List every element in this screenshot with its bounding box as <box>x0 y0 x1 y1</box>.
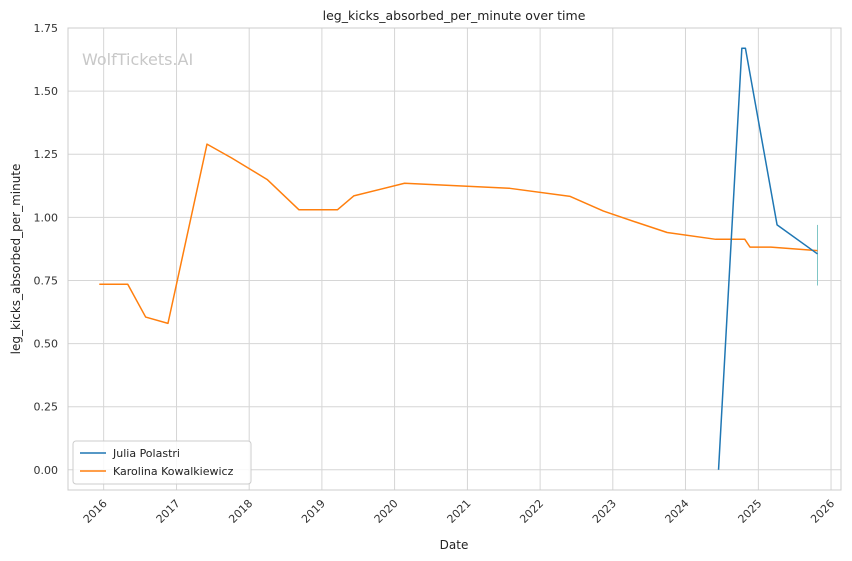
legend-box <box>72 440 252 485</box>
y-tick-label: 1.75 <box>34 22 59 35</box>
series-lines <box>99 47 819 470</box>
y-tick-label: 1.25 <box>34 148 59 161</box>
y-tick-label: 1.50 <box>34 85 59 98</box>
y-tick-label: 0.00 <box>34 464 59 477</box>
legend-label-karolina-kowalkiewicz: Karolina Kowalkiewicz <box>113 465 234 478</box>
series-line-karolina-kowalkiewicz <box>99 143 818 325</box>
legend: Julia Polastri Karolina Kowalkiewicz <box>72 440 252 485</box>
y-tick-label: 0.25 <box>34 401 59 414</box>
y-tick-label: 0.75 <box>34 274 59 287</box>
y-tick-labels: 0.00 0.25 0.50 0.75 1.00 1.25 1.50 1.75 <box>34 22 59 477</box>
y-axis-label: leg_kicks_absorbed_per_minute <box>9 164 23 355</box>
chart-title: leg_kicks_absorbed_per_minute over time <box>323 8 586 23</box>
legend-label-julia-polastri: Julia Polastri <box>112 447 180 460</box>
plot-frame <box>67 27 842 491</box>
y-tick-label: 0.50 <box>34 338 59 351</box>
x-axis-label: Date <box>440 538 469 552</box>
y-tick-label: 1.00 <box>34 211 59 224</box>
watermark-text: WolfTickets.AI <box>82 50 193 69</box>
series-line-julia-polastri <box>717 47 818 470</box>
